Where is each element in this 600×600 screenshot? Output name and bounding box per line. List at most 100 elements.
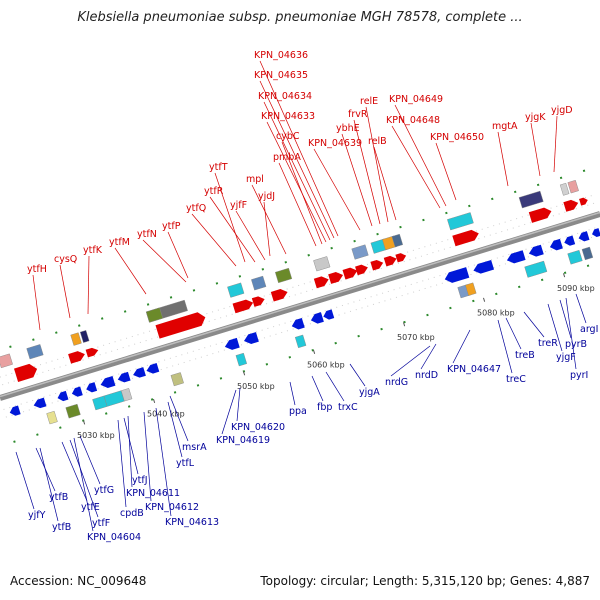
lower-gene-arrow — [146, 363, 160, 374]
upper-gene-label: cybC — [276, 131, 300, 142]
lower-leader — [127, 415, 133, 488]
tick-label: 5090 kbp — [557, 284, 595, 293]
lower-leader — [311, 375, 324, 402]
lower-gene-label: KPN_04612 — [145, 502, 199, 513]
lower-gene-label: argI — [580, 324, 598, 335]
upper-gene-label: yjdJ — [258, 191, 275, 202]
upper-gene-box — [351, 244, 369, 260]
upper-gene-arrow — [270, 289, 288, 302]
lower-gene-arrow — [243, 332, 259, 344]
upper-gene-label: ybhE — [336, 123, 360, 134]
backbone-highlight — [0, 211, 600, 398]
lower-gene-label: nrdG — [385, 377, 408, 388]
lower-gene-arrow — [33, 397, 47, 409]
lower-gene-arrow — [310, 312, 324, 324]
upper-gene-arrow — [328, 272, 344, 284]
upper-gene-arrow — [155, 312, 206, 339]
upper-gene-arrow — [313, 276, 329, 289]
lower-gene-box — [465, 282, 477, 296]
lower-gene-label: ytfF — [92, 518, 110, 529]
lower-leader — [61, 441, 88, 502]
upper-gene-arrow — [68, 351, 85, 364]
lower-leader — [420, 343, 437, 370]
guide-line — [0, 194, 595, 378]
lower-leader — [69, 439, 99, 518]
upper-leader — [191, 213, 237, 267]
backbone — [0, 211, 600, 401]
upper-gene-label: cysQ — [54, 254, 77, 265]
tick-mark — [403, 322, 406, 327]
guide-line — [0, 169, 587, 351]
lower-leader — [349, 363, 366, 387]
upper-gene-label: KPN_04635 — [254, 70, 308, 81]
lower-gene-box — [524, 260, 548, 278]
tick-label: 5070 kbp — [397, 333, 435, 342]
lower-gene-label: yjgA — [359, 387, 380, 398]
lower-gene-label: ytfL — [176, 458, 195, 469]
upper-leader — [167, 231, 189, 279]
upper-gene-arrow — [563, 199, 579, 212]
lower-gene-box — [103, 390, 125, 407]
upper-gene-label: mgtA — [492, 121, 518, 132]
lower-leader — [143, 411, 152, 502]
upper-leader — [235, 210, 266, 261]
upper-gene-label: KPN_04634 — [258, 91, 312, 102]
lower-gene-label: treC — [506, 374, 526, 385]
upper-leader — [497, 131, 509, 187]
lower-leader — [325, 371, 345, 402]
lower-leader — [167, 401, 183, 458]
guide-line — [0, 202, 597, 386]
upper-leader — [214, 172, 246, 263]
upper-gene-label: mpl — [246, 174, 264, 185]
lower-gene-box — [120, 388, 133, 402]
upper-leader — [266, 121, 327, 243]
guide-line — [5, 234, 600, 418]
upper-gene-box — [145, 307, 164, 323]
upper-gene-label: KPN_04633 — [261, 111, 315, 122]
upper-gene-label: ytfP — [162, 221, 181, 232]
lower-gene-label: treB — [515, 350, 535, 361]
lower-gene-label: yjgF — [556, 352, 576, 363]
upper-gene-arrow — [232, 299, 254, 314]
lower-leader — [523, 311, 545, 338]
upper-leader — [313, 148, 361, 231]
upper-gene-label: KPN_04649 — [389, 94, 443, 105]
upper-gene-box — [518, 190, 544, 209]
lower-gene-label: ytfJ — [132, 475, 148, 486]
upper-leader — [553, 115, 558, 173]
lower-gene-label: pyrB — [565, 339, 587, 350]
upper-leader — [394, 104, 447, 207]
lower-gene-arrow — [549, 238, 563, 251]
lower-gene-label: ytfG — [94, 485, 114, 496]
lower-leader — [15, 451, 35, 510]
tick-mark — [83, 420, 86, 425]
lower-gene-label: KPN_04619 — [216, 435, 270, 446]
lower-gene-label: KPN_04620 — [231, 422, 285, 433]
lower-gene-label: ppa — [289, 406, 307, 417]
lower-leader — [559, 299, 572, 339]
upper-leader — [259, 80, 335, 239]
upper-leader — [142, 239, 187, 283]
tick-label: 5080 kbp — [477, 308, 515, 317]
upper-leader — [278, 162, 317, 247]
upper-gene-arrow — [85, 347, 99, 358]
upper-leader — [263, 201, 271, 257]
lower-gene-arrow — [528, 244, 544, 257]
lower-gene-label: cpdB — [120, 508, 144, 519]
lower-gene-arrow — [291, 317, 305, 330]
tick-mark — [243, 371, 246, 376]
tick-mark — [483, 297, 486, 302]
lower-leader — [575, 293, 587, 324]
upper-leader — [263, 101, 331, 241]
upper-leader — [259, 60, 339, 237]
upper-gene-arrow — [395, 253, 407, 263]
upper-gene-label: ytfT — [209, 162, 228, 173]
lower-leader — [73, 437, 94, 532]
tick-mark — [563, 273, 566, 278]
lower-gene-label: KPN_04604 — [87, 532, 141, 543]
lower-leader — [169, 395, 189, 442]
lower-gene-arrow — [592, 228, 600, 238]
upper-gene-box — [567, 179, 579, 194]
lower-gene-arrow — [86, 382, 98, 393]
